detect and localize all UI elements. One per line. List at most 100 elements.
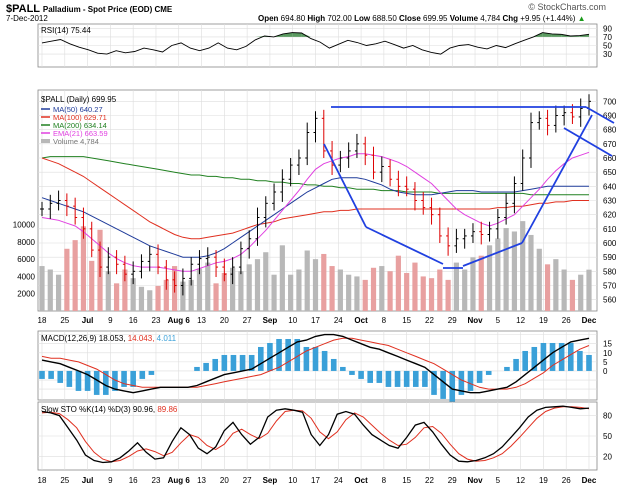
- volume-bar: [221, 272, 227, 311]
- volume-bar: [263, 252, 269, 311]
- rising-trendline: [521, 114, 593, 244]
- macd-histogram-bar: [258, 346, 264, 371]
- macd-histogram-bar: [385, 370, 392, 387]
- macd-histogram-bar: [567, 342, 574, 371]
- rsi-overbought-fill: [292, 32, 302, 37]
- x-axis-label: 15: [402, 316, 411, 325]
- macd-histogram-bar: [513, 358, 519, 371]
- macd-histogram-bar: [540, 342, 547, 371]
- macd-histogram-bar: [239, 354, 246, 371]
- macd-histogram-bar: [212, 358, 219, 371]
- volume-bar: [511, 231, 518, 311]
- price-tick-label: 590: [603, 253, 617, 262]
- volume-bar: [271, 274, 277, 311]
- x-axis-label: Nov: [467, 316, 483, 325]
- volume-bar: [470, 257, 476, 311]
- macd-histogram-bar: [422, 370, 428, 387]
- macd-histogram-bar: [449, 370, 456, 403]
- macd-histogram-bar: [522, 350, 528, 371]
- macd-tick-label: 10: [603, 349, 612, 358]
- volume-bar: [163, 279, 169, 311]
- price-legend: $PALL (Daily) 699.95: [41, 95, 117, 104]
- volume-bar: [105, 271, 111, 311]
- macd-tick-label: 5: [603, 358, 608, 367]
- stochastic-k-line: [41, 405, 590, 464]
- macd-histogram-bar: [276, 338, 282, 371]
- volume-bar: [329, 266, 335, 311]
- macd-histogram-bar: [84, 370, 91, 391]
- volume-bar: [147, 290, 153, 311]
- volume-bar: [55, 274, 62, 311]
- legend-entry: MA(50) 640.27: [53, 105, 103, 114]
- legend-entry: Volume 4,784: [53, 137, 99, 146]
- volume-bar: [528, 234, 534, 311]
- x-axis-label: 5: [496, 316, 501, 325]
- volume-bar: [420, 276, 426, 311]
- x-axis-label: 5: [496, 476, 501, 485]
- macd-histogram-bar: [577, 350, 583, 371]
- macd-histogram-bar: [221, 354, 228, 371]
- x-axis-label: 8: [382, 316, 387, 325]
- price-tick-label: 610: [603, 225, 617, 234]
- x-axis-label: Aug 6: [168, 476, 191, 485]
- x-axis-label: Sep: [263, 316, 278, 325]
- x-axis-label: Dec: [582, 476, 597, 485]
- volume-bar: [205, 262, 211, 311]
- price-tick-label: 620: [603, 211, 617, 220]
- rising-trendline: [462, 242, 523, 267]
- x-axis-label: 29: [448, 476, 457, 485]
- volume-bar: [288, 274, 294, 311]
- volume-bar: [122, 269, 128, 311]
- volume-bar: [321, 253, 327, 311]
- volume-bar: [130, 278, 136, 311]
- volume-tick-label: 8000: [17, 238, 35, 247]
- volume-bar: [387, 271, 393, 311]
- macd-histogram-bar: [103, 370, 109, 395]
- x-axis-label: 23: [152, 316, 161, 325]
- price-tick-label: 670: [603, 140, 617, 149]
- macd-tick-label: 15: [603, 340, 612, 349]
- x-axis-label: 10: [288, 476, 297, 485]
- macd-histogram-bar: [285, 338, 291, 371]
- volume-bar: [569, 279, 576, 311]
- macd-legend: MACD(12,26,9) 18.053, 14.043, 4.011: [41, 334, 177, 343]
- macd-histogram-bar: [39, 370, 45, 379]
- macd-histogram-bar: [485, 370, 492, 375]
- volume-bar: [213, 283, 219, 311]
- macd-histogram-bar: [230, 354, 237, 371]
- x-axis-label: 16: [129, 316, 138, 325]
- watermark: © StockCharts.com: [528, 2, 606, 12]
- macd-histogram-bar: [394, 370, 401, 387]
- volume-bar: [404, 272, 410, 311]
- macd-histogram-bar: [376, 370, 383, 383]
- x-axis-label: 19: [539, 316, 548, 325]
- volume-bar: [304, 250, 310, 311]
- macd-histogram-bar: [504, 366, 510, 371]
- price-tick-label: 580: [603, 267, 617, 276]
- macd-histogram-bar: [412, 370, 419, 387]
- macd-histogram-bar: [93, 370, 100, 395]
- volume-bar: [544, 264, 551, 311]
- macd-histogram-bar: [367, 370, 373, 383]
- ma100-line: [41, 157, 589, 240]
- volume-bar: [64, 248, 70, 311]
- sto-tick-label: 80: [603, 412, 612, 421]
- macd-histogram-bar: [531, 346, 538, 371]
- rsi-tick-label: 70: [603, 33, 612, 42]
- price-tick-label: 600: [603, 239, 617, 248]
- volume-bar: [354, 276, 360, 311]
- x-axis-label: 27: [243, 316, 252, 325]
- rsi-tick-label: 30: [603, 50, 612, 59]
- volume-bar: [246, 264, 252, 311]
- macd-histogram-bar: [586, 354, 592, 371]
- volume-bar: [39, 266, 45, 311]
- x-axis-label: Nov: [467, 476, 483, 485]
- x-axis-upper: 18 25 Jul 9 16 23 Aug 6 13 20 27 Sep 10 17 24 Oct 8 15 22…: [38, 316, 597, 325]
- legend-entry: MA(100) 629.71: [53, 113, 107, 122]
- volume-bar: [462, 269, 468, 311]
- macd-histogram-bar: [558, 342, 565, 371]
- stochastic-panel: 20 50 80 Slow STO %K(14) %D(3) 90.96, 89.86: [37, 401, 612, 471]
- x-axis-label: Aug 6: [168, 316, 191, 325]
